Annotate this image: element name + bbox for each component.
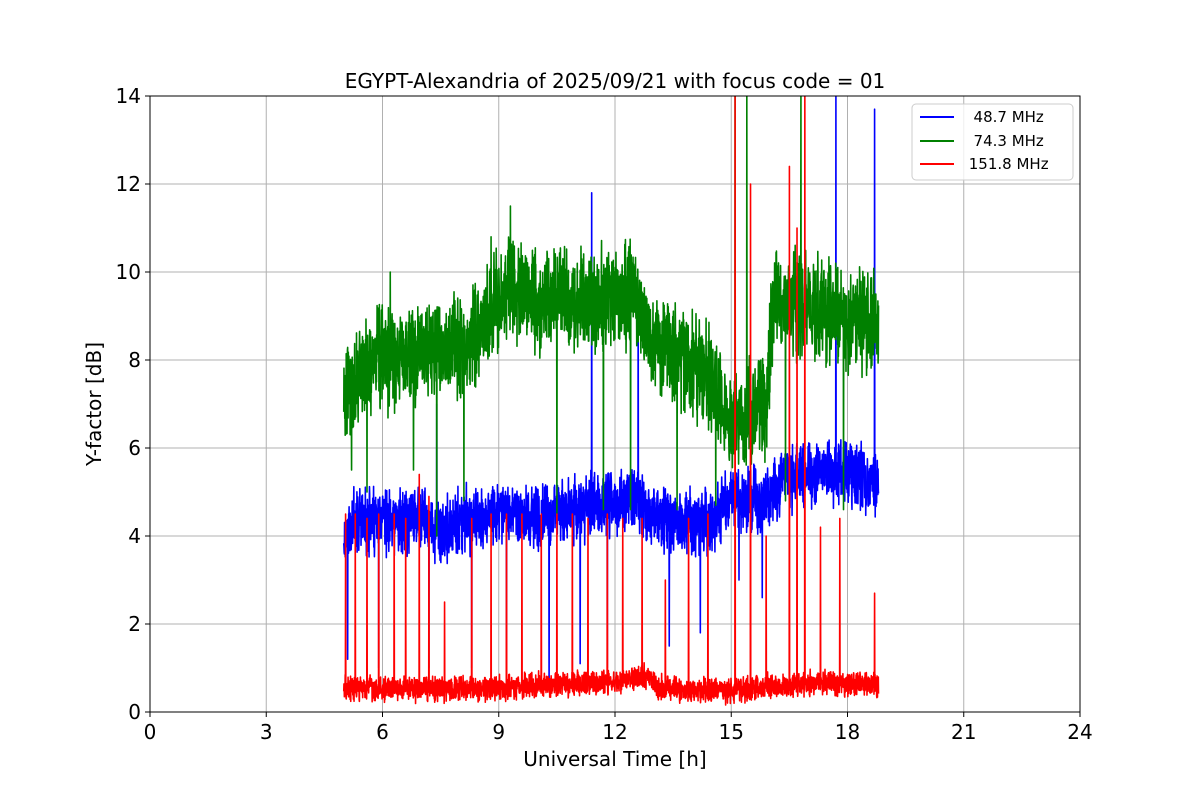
- y-tick-label: 4: [128, 524, 141, 548]
- x-tick-label: 15: [719, 720, 744, 744]
- y-axis-label: Y-factor [dB]: [82, 342, 106, 467]
- x-tick-label: 9: [492, 720, 505, 744]
- x-tick-label: 6: [376, 720, 389, 744]
- legend-label-74: 74.3 MHz: [964, 132, 1044, 150]
- chart-title: EGYPT-Alexandria of 2025/09/21 with focu…: [345, 69, 886, 93]
- series-line-3: [342, 96, 880, 706]
- x-tick-label: 18: [835, 720, 860, 744]
- y-tick-label: 0: [128, 700, 141, 724]
- legend-label-48: 48.7 MHz: [964, 108, 1044, 126]
- legend-label-151: 151.8 MHz: [964, 155, 1049, 173]
- x-tick-label: 12: [602, 720, 627, 744]
- legend-box: [911, 103, 1074, 181]
- x-tick-label: 0: [144, 720, 157, 744]
- x-tick-label: 24: [1067, 720, 1092, 744]
- x-tick-label: 21: [951, 720, 976, 744]
- y-tick-label: 10: [116, 260, 141, 284]
- x-axis-label: Universal Time [h]: [523, 747, 706, 771]
- legend: 48.7 MHz 74.3 MHz 151.8 MHz: [911, 103, 1074, 181]
- y-tick-label: 8: [128, 348, 141, 372]
- series-layer: [342, 96, 880, 706]
- y-tick-label: 2: [128, 612, 141, 636]
- y-tick-label: 6: [128, 436, 141, 460]
- y-tick-label: 12: [116, 172, 141, 196]
- x-tick-label: 3: [260, 720, 273, 744]
- y-tick-label: 14: [116, 84, 141, 108]
